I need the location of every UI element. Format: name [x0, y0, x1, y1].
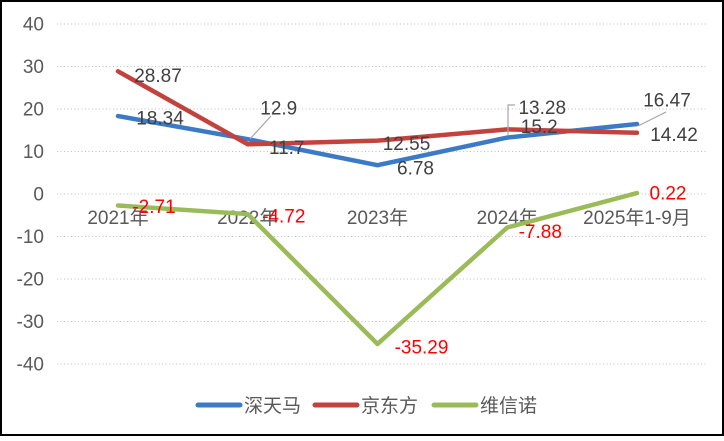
- y-axis-tick-label: -40: [17, 355, 44, 376]
- legend-item-1: 京东方: [312, 395, 418, 417]
- data-label: 15.2: [521, 117, 558, 138]
- y-axis-tick-label: 30: [23, 57, 44, 78]
- label-leader-line: [249, 115, 272, 140]
- x-axis-category-label: 2021年: [87, 207, 148, 229]
- data-label: -4.72: [262, 207, 305, 228]
- data-label: 14.42: [650, 125, 698, 146]
- legend-label: 京东方: [361, 395, 418, 417]
- x-axis: 2021年 2022年 2023年 2024年 2025年1-9月: [87, 207, 691, 229]
- data-label: 11.7: [269, 138, 305, 159]
- y-axis-tick-label: 20: [23, 100, 44, 121]
- data-label: 0.22: [650, 184, 687, 205]
- label-leader-lines: [249, 104, 667, 140]
- x-axis-category-label: 2025年1-9月: [583, 207, 691, 229]
- legend-item-0: 深天马: [195, 395, 301, 417]
- series-line-2: [115, 190, 640, 347]
- series-line-1: [115, 69, 640, 147]
- y-axis-tick-label: 10: [23, 142, 44, 163]
- data-label: 18.34: [136, 109, 184, 130]
- data-label: 12.9: [260, 99, 297, 120]
- data-label: -7.88: [519, 222, 562, 243]
- series-line-0: [115, 113, 640, 168]
- data-label: 6.78: [397, 159, 434, 180]
- legend: 深天马 京东方 维信诺: [195, 395, 537, 417]
- label-leader-line: [507, 104, 515, 135]
- data-label: -2.71: [132, 197, 175, 218]
- y-axis-tick-label: -10: [17, 227, 44, 248]
- data-label: 28.87: [134, 66, 182, 87]
- legend-label: 维信诺: [480, 395, 537, 417]
- data-labels: 18.34 12.9 6.78 13.28 16.47 28.87 11.7 12.55 15.…: [132, 66, 697, 359]
- data-label: 16.47: [643, 91, 691, 112]
- y-axis: 40 30 20 10 0 -10 -20 -30 -40: [17, 15, 44, 376]
- data-label: 12.55: [383, 134, 431, 155]
- label-leader-line: [637, 111, 667, 127]
- data-label: 13.28: [518, 98, 566, 119]
- y-axis-tick-label: -20: [17, 270, 44, 291]
- series-lines: [115, 69, 640, 347]
- y-axis-tick-label: 40: [23, 15, 44, 36]
- data-label: -35.29: [395, 337, 449, 358]
- x-axis-category-label: 2023年: [347, 207, 408, 229]
- legend-label: 深天马: [244, 395, 301, 417]
- y-axis-tick-label: 0: [33, 185, 44, 206]
- legend-item-2: 维信诺: [431, 395, 537, 417]
- y-axis-tick-label: -30: [17, 312, 44, 333]
